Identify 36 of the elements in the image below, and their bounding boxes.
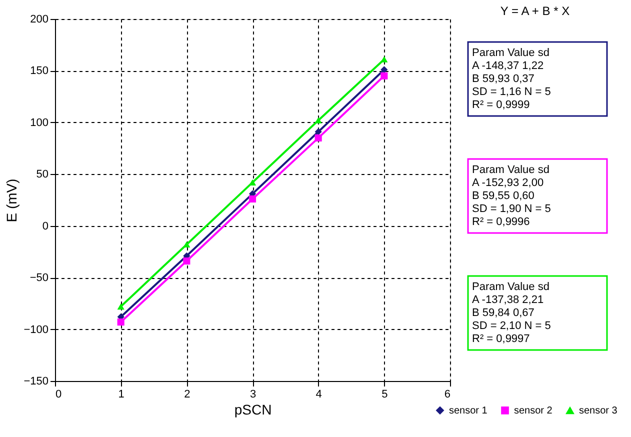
text: R² = 0,9999 xyxy=(472,99,530,111)
text: Param Value sd xyxy=(472,164,550,176)
text: B 59,84 0,67 xyxy=(472,307,534,319)
y-tick-label: −150 xyxy=(24,376,48,388)
text: Param Value sd xyxy=(472,281,550,293)
x-tick-label: 3 xyxy=(250,388,256,400)
text: A -152,93 2,00 xyxy=(472,177,544,189)
x-tick-label: 1 xyxy=(118,388,124,400)
text: SD = 1,16 N = 5 xyxy=(472,86,551,98)
legend-label: sensor 1 xyxy=(449,405,488,416)
x-tick-label: 2 xyxy=(184,388,190,400)
y-axis-title: E (mV) xyxy=(4,178,20,222)
text: SD = 2,10 N = 5 xyxy=(472,320,551,332)
text: A -148,37 1,22 xyxy=(472,60,544,72)
y-tick-label: 200 xyxy=(30,14,48,26)
legend-label: sensor 3 xyxy=(579,406,618,417)
text: Param Value sd xyxy=(472,47,550,59)
x-tick-label: 4 xyxy=(316,388,322,400)
text: A -137,38 2,21 xyxy=(472,294,544,306)
y-tick-label: 0 xyxy=(42,220,48,232)
y-tick-label: 50 xyxy=(36,168,48,181)
x-tick-label: 5 xyxy=(382,388,388,400)
y-tick-label: −100 xyxy=(24,324,48,336)
y-tick-label: 100 xyxy=(30,116,48,129)
text: R² = 0,9996 xyxy=(472,216,530,228)
y-tick-label: 150 xyxy=(30,65,48,78)
y-tick-label: −50 xyxy=(30,272,48,284)
text: SD = 1,90 N = 5 xyxy=(472,203,551,215)
text: Y = A + B * X xyxy=(500,4,570,18)
text: R² = 0,9997 xyxy=(472,333,530,345)
legend-label: sensor 2 xyxy=(514,405,553,416)
text: B 59,55 0,60 xyxy=(472,190,534,202)
text: B 59,93 0,37 xyxy=(472,73,534,85)
x-axis-title: pSCN xyxy=(234,402,272,418)
x-tick-label: 0 xyxy=(56,388,62,400)
x-tick-label: 6 xyxy=(444,388,450,400)
